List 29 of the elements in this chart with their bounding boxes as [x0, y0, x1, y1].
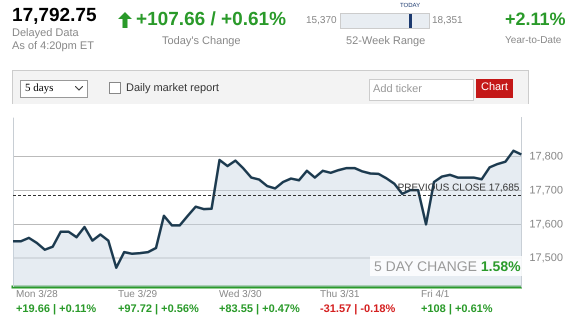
text: 18,351: [432, 15, 463, 26]
text: +19.66 | +0.11%: [16, 303, 96, 315]
text: +108 | +0.61%: [421, 303, 493, 315]
text: +107.66 / +0.61%: [136, 9, 286, 31]
text: Tue 3/29: [118, 289, 158, 300]
text: Add ticker: [373, 83, 422, 95]
text: Mon 3/28: [16, 289, 58, 300]
text: Year-to-Date: [505, 35, 562, 46]
text: +2.11%: [505, 9, 566, 30]
text: Wed 3/30: [219, 289, 262, 300]
text: Delayed Data: [12, 27, 79, 39]
text: Daily market report: [126, 82, 219, 94]
text: Today's Change: [162, 35, 241, 47]
y-tick-label: 17,600: [529, 218, 564, 230]
text: +83.55 | +0.47%: [219, 303, 300, 315]
y-tick-label: 17,700: [529, 184, 564, 196]
y-tick-label: 17,500: [529, 252, 564, 264]
text: Fri 4/1: [421, 289, 450, 300]
text: 52-Week Range: [346, 35, 426, 47]
text: As of 4:20pm ET: [12, 40, 94, 52]
text: 15,370: [306, 15, 337, 26]
annotation: 5 DAY CHANGE 1.58%: [374, 258, 521, 274]
text: 17,792.75: [12, 5, 97, 27]
text: Thu 3/31: [320, 289, 360, 300]
text: -31.57 | -0.18%: [320, 303, 396, 315]
text: Chart: [481, 81, 508, 93]
y-tick-label: 17,800: [529, 150, 564, 163]
text: 5 days: [25, 82, 54, 94]
text: +97.72 | +0.56%: [118, 303, 199, 315]
